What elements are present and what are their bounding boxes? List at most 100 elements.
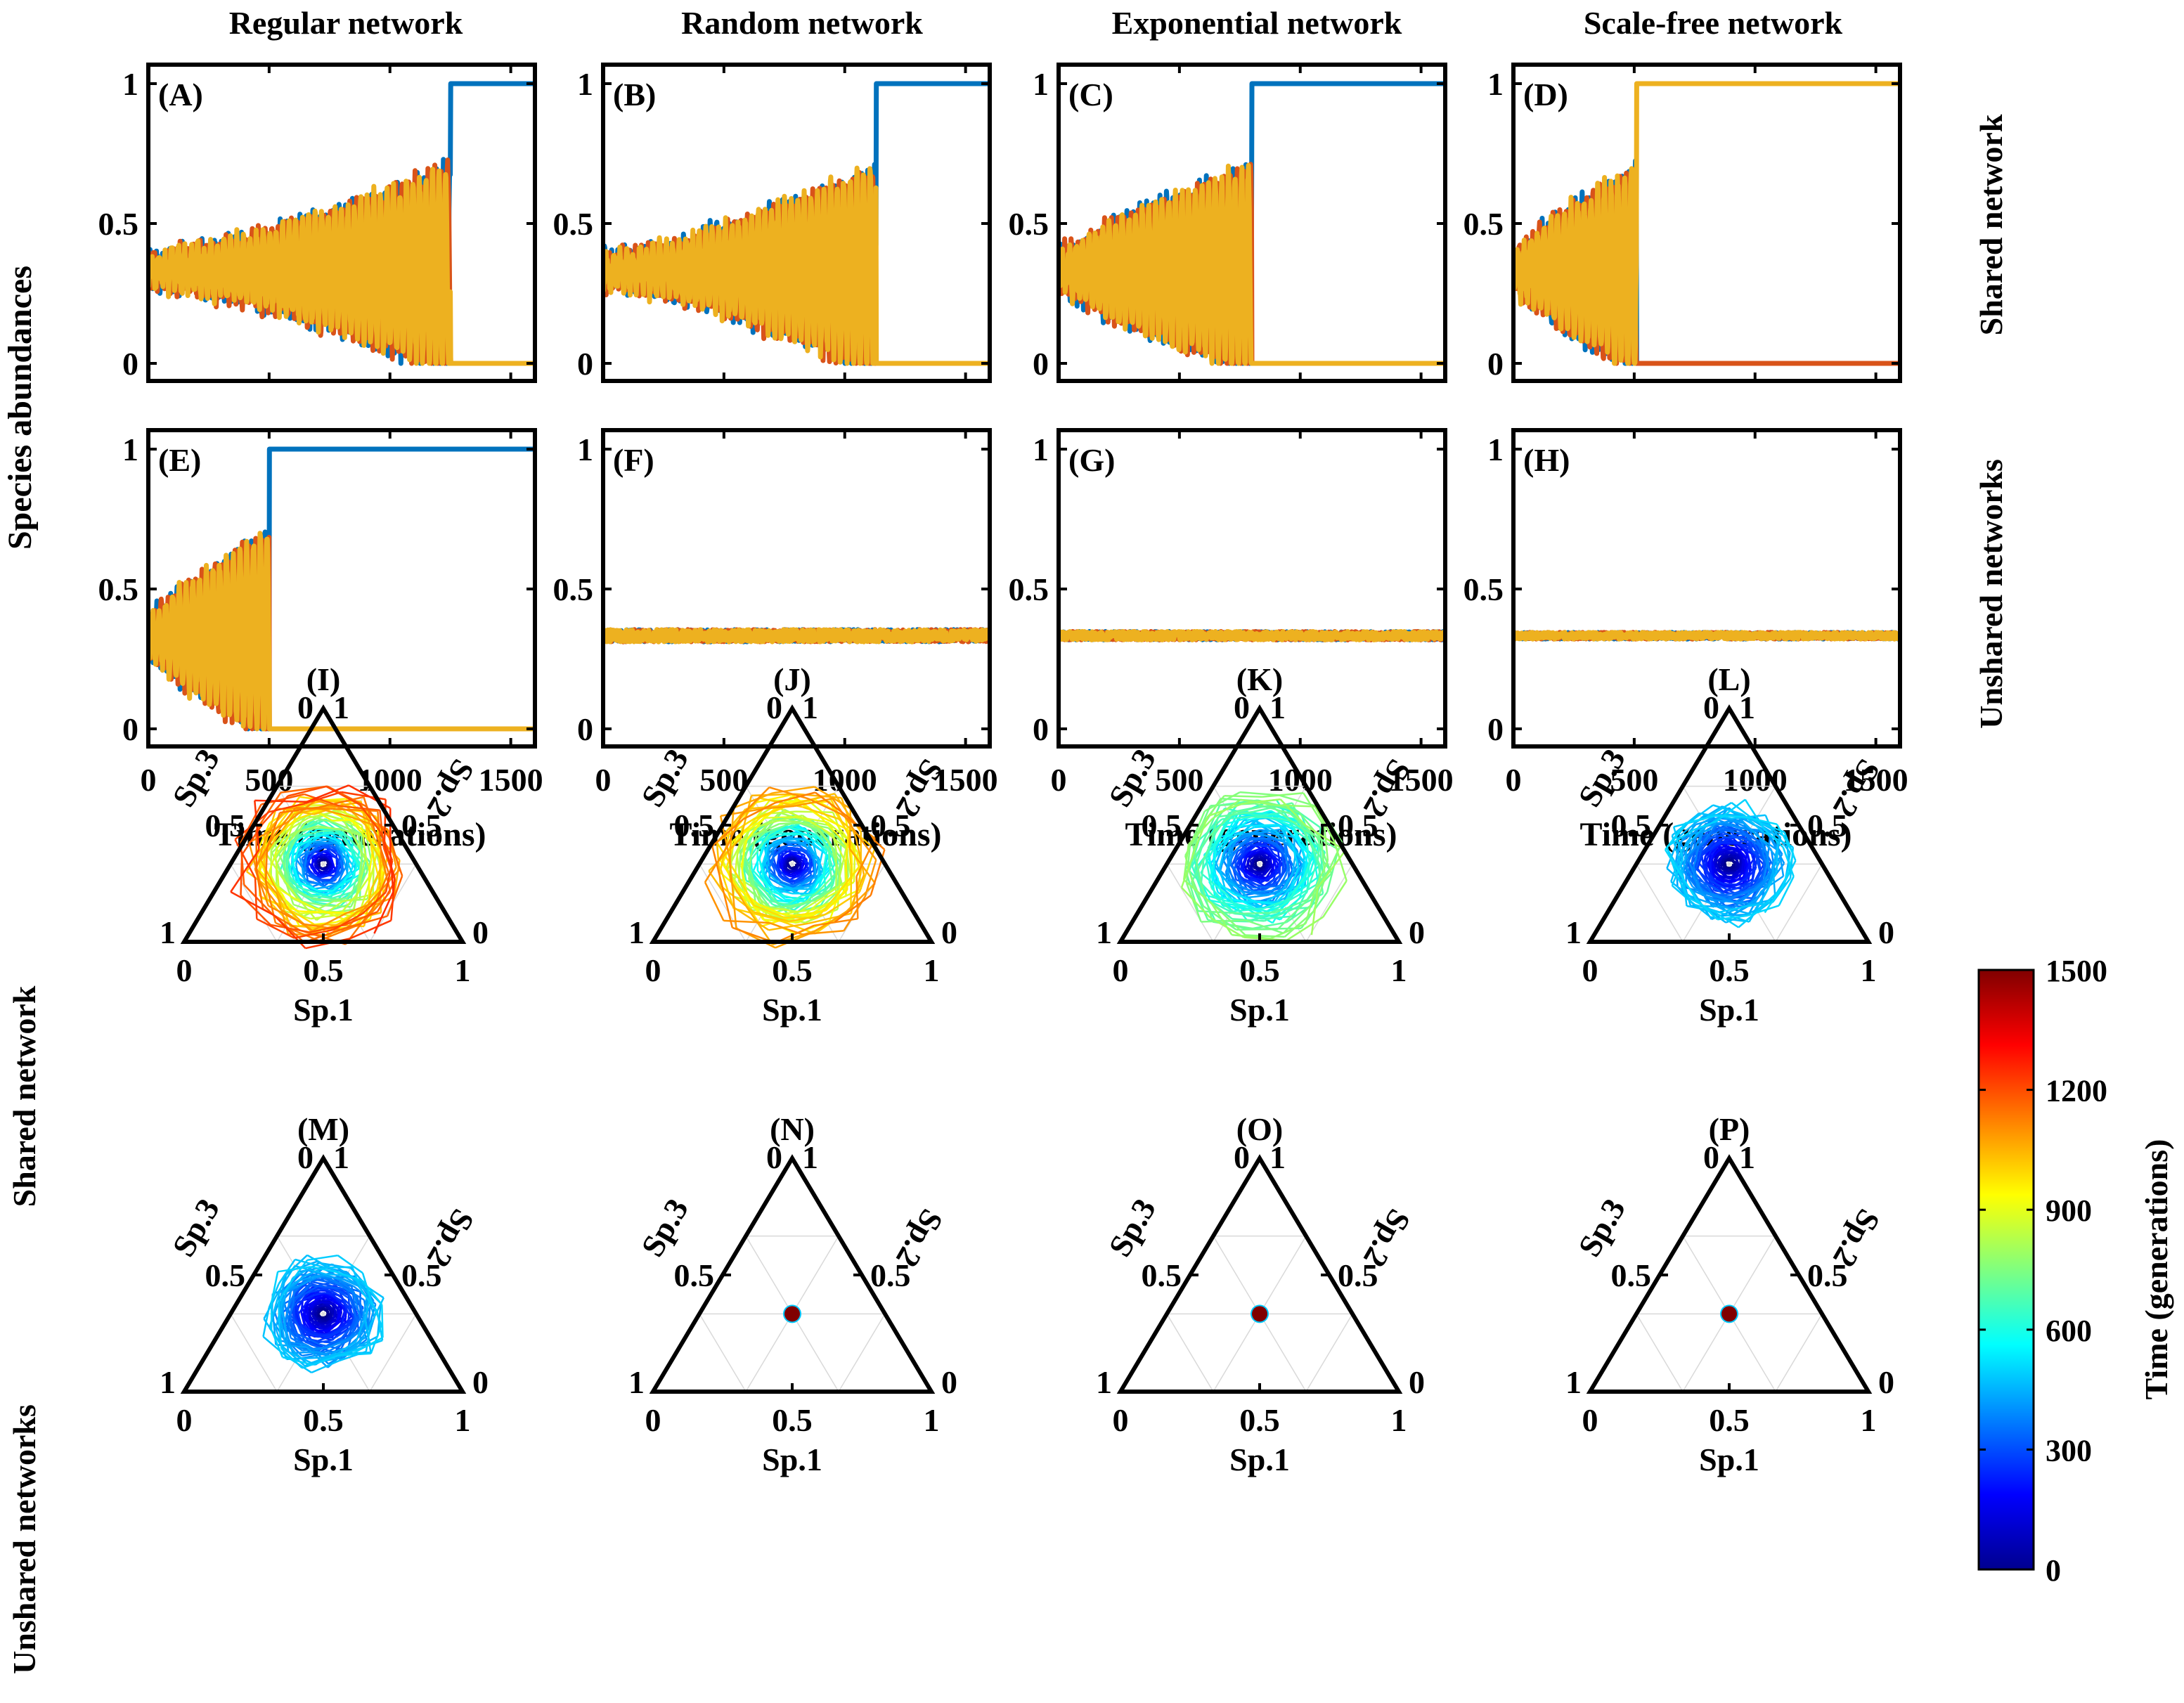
trajectory-segment <box>290 1260 309 1283</box>
trajectory-segment <box>1271 880 1288 892</box>
trajectory-segment <box>276 827 291 849</box>
trajectory-segment <box>1753 874 1771 890</box>
trajectory-segment <box>300 1312 306 1323</box>
colorbar-tick-label: 1500 <box>2046 954 2107 988</box>
trajectory-segment <box>766 865 776 876</box>
panel-label: (C) <box>1068 77 1113 112</box>
trajectory-segment <box>306 784 349 803</box>
trajectory-segment <box>777 862 780 871</box>
trajectory-segment <box>770 907 800 913</box>
panel-label: (B) <box>613 77 656 112</box>
trajectory-segment <box>1245 934 1285 938</box>
trajectory-segment <box>316 1318 321 1323</box>
trajectory-segment <box>304 869 309 881</box>
trajectory-segment <box>311 1352 337 1364</box>
trajectory-segment <box>792 881 804 887</box>
trajectory-segment <box>1714 867 1719 876</box>
trajectory-segment <box>1275 899 1307 914</box>
trajectory-segment <box>295 1258 325 1269</box>
trajectory-segment <box>306 1319 312 1330</box>
ternary-grid-line <box>699 1313 747 1392</box>
trajectory-segment <box>1255 872 1263 876</box>
trajectory-segment <box>338 1326 352 1342</box>
trajectory-segment <box>1314 860 1329 890</box>
ternary-panels: (I)0 10.5 0.51 00 0.5 1Sp.1Sp.3 Sp.2(J)0 10.5 0.… <box>160 661 1894 1477</box>
axis-label-sp1: Sp.1 <box>762 1442 822 1477</box>
tick-label-sp2-1: 1 <box>1269 689 1286 725</box>
trajectory-segment <box>1721 887 1739 893</box>
trajectory-segment <box>278 1323 283 1349</box>
trajectory-segment <box>1258 871 1265 874</box>
trajectory-segment <box>302 1347 327 1352</box>
axis-label-sp3: Sp.3 <box>634 743 695 813</box>
trajectory-segment <box>1249 870 1257 874</box>
trajectory-segment <box>311 867 316 874</box>
trajectory-segment <box>311 1359 340 1374</box>
trajectory-segment <box>858 848 876 893</box>
trajectory-segment <box>284 1342 308 1365</box>
trajectory-segment <box>1224 836 1240 850</box>
trajectory-segment <box>751 869 767 886</box>
trajectory-segment <box>1232 843 1243 857</box>
trajectory-segment <box>1253 890 1272 893</box>
tick-label-sp1-05: 0.5 <box>303 952 344 988</box>
trajectory-segment <box>1243 872 1253 880</box>
trajectory-segment <box>818 851 824 867</box>
trajectory-segment <box>330 865 335 872</box>
trajectory-segment <box>293 897 316 909</box>
series-lines <box>148 81 535 366</box>
series-sp3-line <box>148 167 535 366</box>
trajectory-segment <box>1291 834 1315 857</box>
series-sp3-line <box>1059 162 1445 366</box>
trajectory-segment <box>1211 894 1235 914</box>
trajectory-segment <box>1714 834 1731 839</box>
trajectory-segment <box>1718 874 1728 879</box>
tick-label-sp1-0: 0 <box>1582 952 1598 988</box>
trajectory-segment <box>306 854 314 863</box>
trajectory-segment <box>321 808 351 818</box>
colorbar-tick-label: 1200 <box>2046 1074 2107 1108</box>
trajectory-segment <box>1201 795 1225 826</box>
trajectory-segment <box>716 841 740 879</box>
tick-label-sp3-1: 1 <box>160 1364 176 1400</box>
y-axis-label: Species abundances <box>1 266 39 550</box>
trajectory-segment <box>1778 850 1785 876</box>
trajectory-segment <box>335 1316 340 1326</box>
trajectory-segment <box>284 867 290 888</box>
axis-label-sp3: Sp.3 <box>1101 1193 1163 1263</box>
series-sp3-line <box>148 531 535 732</box>
trajectory-segment <box>328 864 330 868</box>
trajectory-segment <box>269 802 306 813</box>
trajectory-segment <box>1253 824 1279 827</box>
trajectory-segment <box>768 899 793 907</box>
trajectory-segment <box>763 862 771 876</box>
trajectory-segment <box>721 885 734 928</box>
trajectory-segment <box>742 837 751 865</box>
trajectory-segment <box>726 815 742 847</box>
trajectory-segment <box>254 878 258 919</box>
time-series-panels: (A) 0 0.5 1 (B) 0 0.5 1 (C) 0 0.5 1 (D) 0 0.5 1 (E) 0 0.5 1… <box>98 63 1908 798</box>
trajectory-segment <box>332 913 363 931</box>
trajectory-segment <box>330 843 342 854</box>
x-tick-label: 0 <box>1051 762 1067 798</box>
trajectory-segment <box>733 907 770 931</box>
trajectory-segment <box>258 869 283 895</box>
trajectory-segment <box>732 860 738 897</box>
trajectory-segment <box>761 812 780 832</box>
trajectory-segment <box>1733 876 1744 883</box>
tick-label-sp3-05: 0.5 <box>674 1257 715 1293</box>
ternary-panel-n: (N)0 10.5 0.51 00 0.5 1Sp.1Sp.3 Sp.2 <box>628 1111 957 1477</box>
series-lines <box>603 627 990 645</box>
panel-label: (O) <box>1236 1111 1283 1147</box>
trajectory-segment <box>1683 829 1710 838</box>
fixed-point-marker <box>784 1306 800 1322</box>
trajectory-segment <box>732 822 758 841</box>
trajectory-segment <box>260 860 276 886</box>
trajectory-segment <box>328 1302 337 1307</box>
trajectory-segment <box>325 1266 353 1269</box>
y-tick-label: 0 <box>122 346 138 382</box>
trajectory-segment <box>1723 872 1729 875</box>
trajectory-segment <box>310 1266 337 1274</box>
trajectory-segment <box>321 883 338 896</box>
trajectory-segment <box>1719 859 1723 865</box>
